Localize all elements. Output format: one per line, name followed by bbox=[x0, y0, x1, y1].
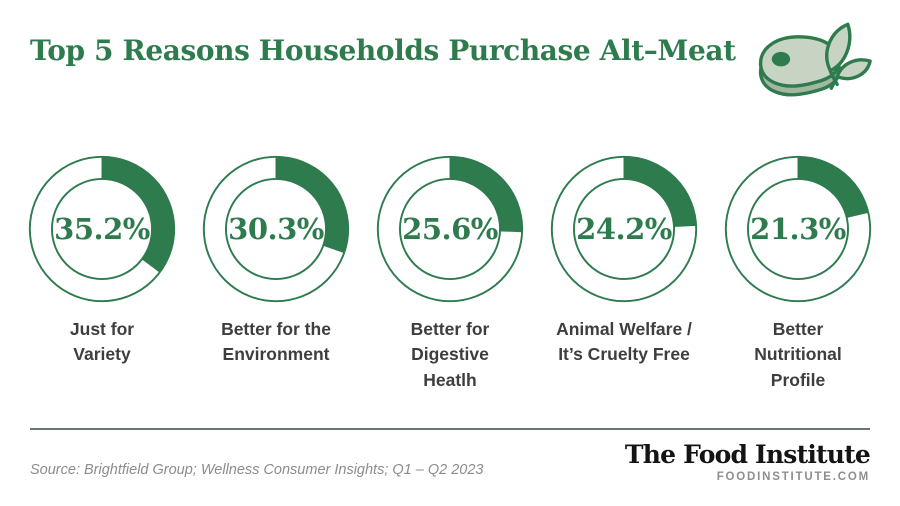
leaf-right-icon bbox=[835, 58, 872, 81]
donut-category-label: Just for Variety bbox=[69, 319, 135, 365]
donut-filled-arc bbox=[101, 156, 175, 273]
steak-dot bbox=[771, 51, 791, 67]
donut-ring: 35.2% bbox=[25, 152, 179, 306]
donut-category-label: Animal Welfare / It’s Cruelty Free bbox=[556, 319, 692, 365]
footer-brand: The Food Institute FOODINSTITUTE.COM bbox=[624, 440, 871, 483]
donut-category-label: Better Nutritional Profile bbox=[754, 319, 842, 390]
leaf-up-icon bbox=[825, 22, 852, 73]
donut-category-label: Better for the Environment bbox=[221, 319, 331, 365]
footer-divider bbox=[30, 428, 870, 430]
brand-url: FOODINSTITUTE.COM bbox=[716, 470, 870, 483]
brand-name: The Food Institute bbox=[624, 440, 871, 469]
donut-ring: 25.6% bbox=[373, 152, 527, 306]
donut-filled-arc bbox=[275, 156, 349, 254]
page-title: Top 5 Reasons Households Purchase Alt–Me… bbox=[30, 34, 736, 67]
donut-chart-row: 35.2% Just for Variety 30.3% Better for the… bbox=[15, 152, 885, 393]
donut-filled-arc bbox=[449, 156, 523, 233]
source-note: Source: Brightfield Group; Wellness Cons… bbox=[30, 462, 484, 478]
donut-category-label: Better for Digestive Heatlh bbox=[410, 319, 490, 390]
donut-filled-arc bbox=[623, 156, 697, 227]
donut-chart-5: 21.3% Better Nutritional Profile bbox=[711, 152, 885, 393]
donut-chart-3: 25.6% Better for Digestive Heatlh bbox=[363, 152, 537, 393]
steak-with-leaves-icon bbox=[758, 22, 872, 97]
donut-chart-2: 30.3% Better for the Environment bbox=[189, 152, 363, 393]
donut-chart-1: 35.2% Just for Variety bbox=[15, 152, 189, 393]
donut-ring: 30.3% bbox=[199, 152, 353, 306]
donut-ring: 24.2% bbox=[547, 152, 701, 306]
donut-ring: 21.3% bbox=[721, 152, 875, 306]
donut-chart-4: 24.2% Animal Welfare / It’s Cruelty Free bbox=[537, 152, 711, 393]
donut-filled-arc bbox=[797, 156, 869, 219]
